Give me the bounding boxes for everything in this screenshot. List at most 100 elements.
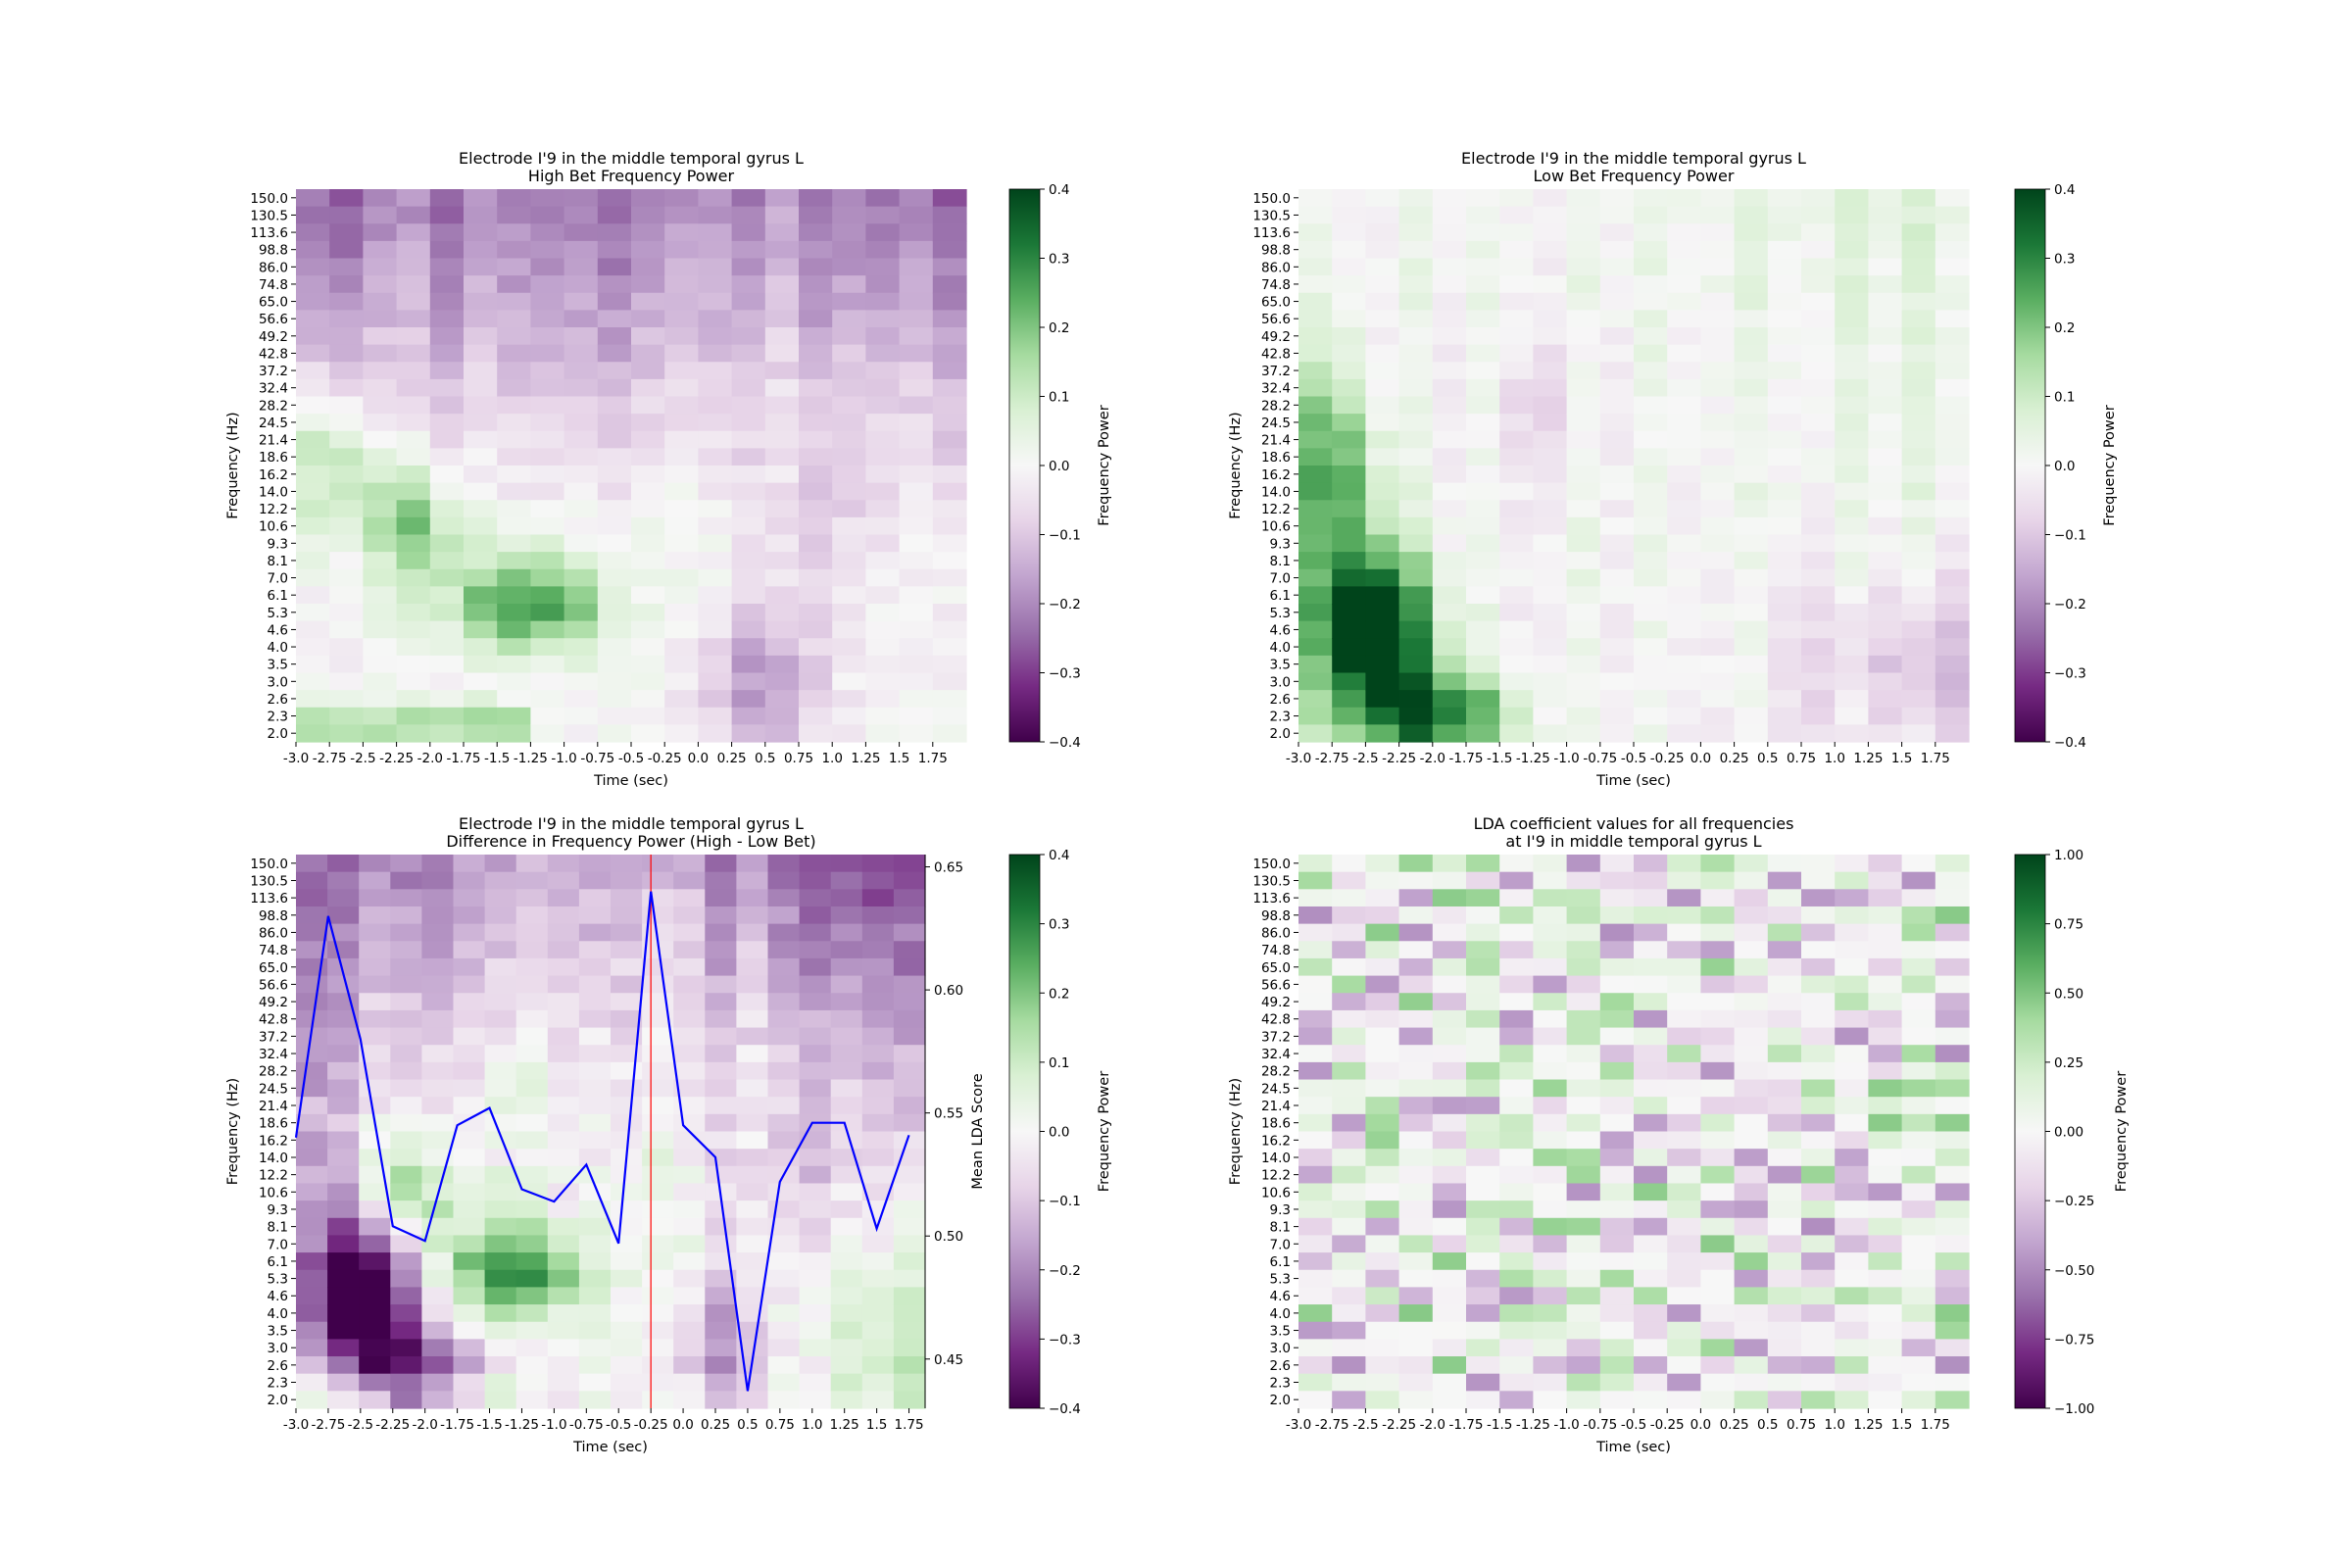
heatmap-cell [1667,1061,1701,1081]
colorbar-tick-label: 0.0 [1049,1125,1069,1141]
heatmap-cell [484,889,517,907]
heatmap-cell [1332,206,1366,224]
heatmap-cell [1298,941,1333,959]
heatmap-cell [1935,1339,1970,1357]
y-tick-label: 14.0 [259,1151,288,1166]
heatmap-cell [296,1079,328,1098]
heatmap-cell [497,378,531,398]
heatmap-cell [1667,923,1701,942]
heatmap-cell [484,1079,517,1098]
heatmap-cell [673,1391,706,1409]
heatmap-cell [1868,1045,1903,1063]
heatmap-cell [421,1373,455,1392]
heatmap-cell [578,1321,612,1340]
heatmap-cell [1767,292,1802,311]
y-tick-label: 10.6 [1261,519,1291,535]
heatmap-cell [1835,586,1869,605]
heatmap-cell [1700,310,1736,328]
heatmap-cell [464,223,498,242]
heatmap-cell [861,957,895,977]
heatmap-cell [1767,1235,1802,1253]
heatmap-cell [1566,975,1601,994]
x-tick-label: -1.0 [1553,1417,1579,1433]
x-tick-label: -0.5 [618,751,644,766]
heatmap-cell [1700,396,1736,415]
heatmap-cell [1432,1113,1467,1133]
heatmap-cell [1801,638,1836,657]
heatmap-cell [390,1149,422,1167]
heatmap-cell [1734,1079,1769,1098]
heatmap-cell [1599,1009,1635,1029]
heatmap-cell [515,1131,549,1150]
heatmap-cell [359,1045,391,1063]
heatmap-cell [1868,292,1903,311]
heatmap-cell [1332,1304,1366,1323]
heatmap-cell [736,1200,769,1219]
heatmap-cell [1365,855,1400,873]
y-tick-label: 86.0 [259,260,288,275]
heatmap-cell [1734,923,1769,942]
heatmap-cell [705,1304,737,1323]
heatmap-cell [1868,223,1903,242]
heatmap-cell [484,1061,517,1081]
heatmap-cell [799,189,833,208]
heatmap-cell [1599,1304,1635,1323]
heatmap-cell [597,344,632,363]
heatmap-cell [1801,1079,1836,1098]
heatmap-cell [484,1235,517,1253]
heatmap-cell [1835,1252,1869,1271]
heatmap-cell [547,906,580,925]
heatmap-cell [1935,396,1970,415]
heatmap-cell [1667,1339,1701,1357]
heatmap-cell [1700,707,1736,725]
heatmap-cell [1432,500,1467,518]
heatmap-cell [832,620,866,639]
heatmap-cell [899,552,934,570]
heatmap-cell [1935,724,1970,743]
heatmap-cell [1901,430,1936,449]
heatmap-cell [893,1252,926,1271]
heatmap-cell [767,1097,801,1115]
heatmap-cell [1432,240,1467,260]
heatmap-cell [932,724,967,743]
heatmap-cell [1298,344,1333,363]
heatmap-cell [830,871,863,890]
heatmap-cell [1499,604,1534,622]
heatmap-cell [1298,327,1333,346]
heatmap-cell [497,189,531,208]
heatmap-cell [1767,1356,1802,1375]
heatmap-cell [1298,1235,1333,1253]
heatmap-cell [799,568,833,587]
heatmap-cell [515,1045,549,1063]
heatmap-cell [464,258,498,276]
heatmap-cell [799,655,833,674]
heatmap-cell [1767,414,1802,432]
heatmap-cell [932,430,967,449]
heatmap-cell [611,1391,643,1409]
heatmap-cell [1566,871,1601,890]
colorbar-tick-label: 0.4 [1049,848,1069,863]
heatmap-cell [1835,1009,1869,1029]
heatmap-cell [611,855,643,873]
heatmap-cell [764,448,800,466]
heatmap-cell [421,1131,455,1150]
heatmap-cell [642,1097,674,1115]
heatmap-cell [664,430,699,449]
y-tick-label: 6.1 [268,1254,288,1270]
heatmap-cell [578,1079,612,1098]
heatmap-cell [453,1113,486,1133]
heatmap-cell [464,724,498,743]
heatmap-cell [597,568,632,587]
heatmap-cell [1935,206,1970,224]
heatmap-cell [764,552,800,570]
heatmap-cell [1634,638,1668,657]
heatmap-cell [764,362,800,380]
heatmap-cell [1634,1217,1668,1237]
heatmap-cell [421,975,455,994]
heatmap-cell [1398,310,1434,328]
heatmap-cell [1868,855,1903,873]
heatmap-cell [865,466,901,484]
heatmap-cell [484,1097,517,1115]
heatmap-cell [899,344,934,363]
heatmap-cell [1533,1027,1568,1046]
